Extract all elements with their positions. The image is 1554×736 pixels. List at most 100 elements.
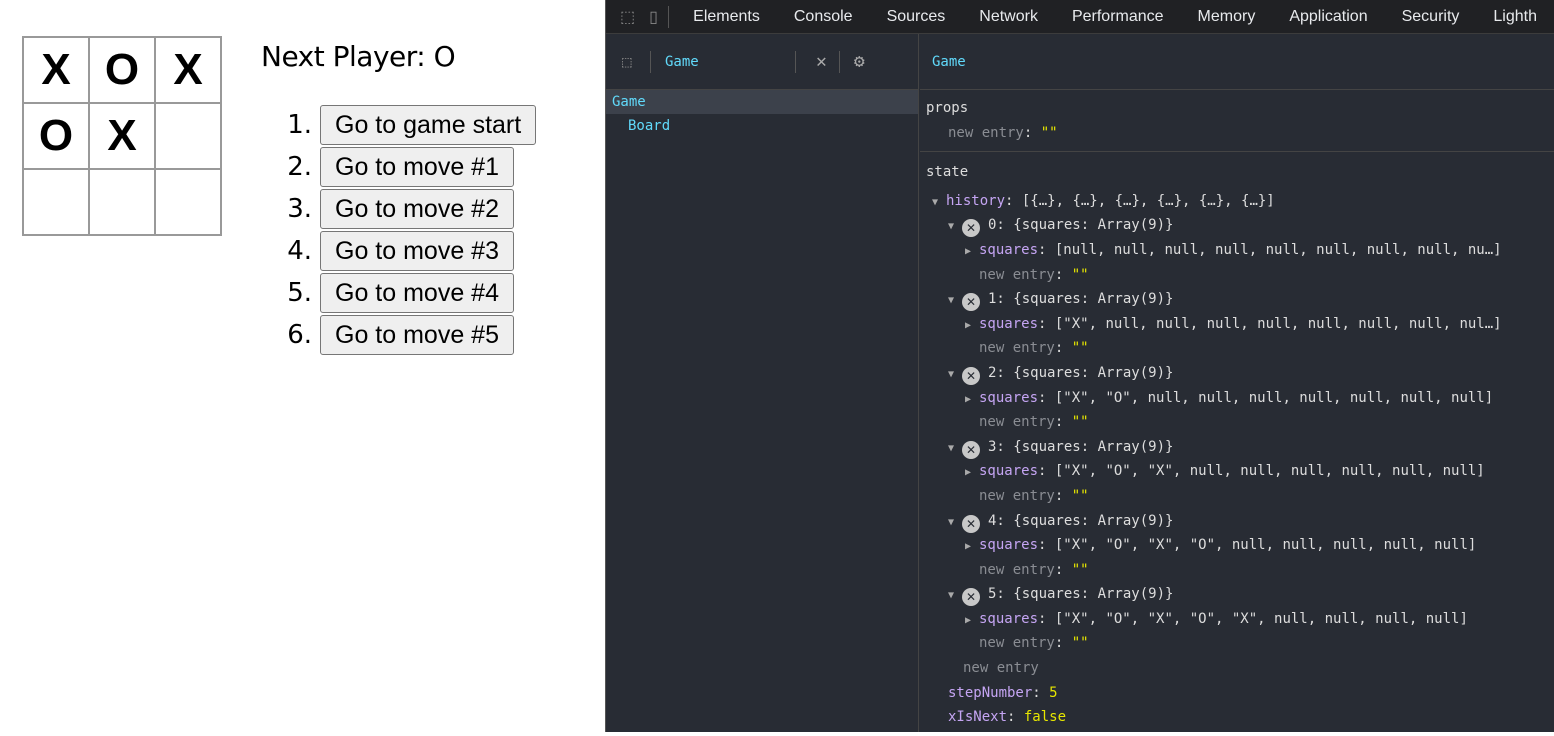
stepnumber-key[interactable]: stepNumber xyxy=(948,684,1033,701)
history-entry: ▼ ✕ 0: {squares: Array(9)} xyxy=(926,213,1548,238)
square-5[interactable] xyxy=(155,103,221,169)
new-entry-value[interactable]: "" xyxy=(1040,124,1058,141)
expand-triangle-icon[interactable]: ▶ xyxy=(965,614,972,626)
move-button[interactable]: Go to move #1 xyxy=(320,147,514,187)
new-entry-value[interactable]: "" xyxy=(1071,561,1089,578)
state-section: state ▼ history: [{…}, {…}, {…}, {…}, {…}… xyxy=(920,152,1554,736)
tab-network[interactable]: Network xyxy=(979,7,1038,25)
expand-triangle-icon[interactable]: ▼ xyxy=(948,442,955,454)
square-7[interactable] xyxy=(89,169,155,235)
move-number: 4. xyxy=(287,236,312,266)
tab-memory[interactable]: Memory xyxy=(1197,7,1256,25)
square-8[interactable] xyxy=(155,169,221,235)
divider xyxy=(838,50,840,73)
squares-value: ["X", "O", "X", "O", "X", null, null, nu… xyxy=(1054,610,1468,627)
device-toolbar-icon[interactable]: ▯ xyxy=(649,8,658,26)
move-button[interactable]: Go to move #4 xyxy=(320,273,514,313)
squares-key[interactable]: squares xyxy=(979,537,1039,554)
tab-lighth[interactable]: Lighth xyxy=(1493,7,1537,25)
squares-key[interactable]: squares xyxy=(979,389,1039,406)
new-entry-value[interactable]: "" xyxy=(1071,340,1089,357)
new-entry-key[interactable]: new entry xyxy=(979,635,1055,652)
move-button[interactable]: Go to move #2 xyxy=(320,189,514,229)
expand-triangle-icon[interactable]: ▶ xyxy=(965,319,972,331)
state-label: state xyxy=(926,164,969,181)
devtools-tabbar: ⬚ ▯ Elements Console Sources Network Perform… xyxy=(606,0,1554,34)
xisnext-key[interactable]: xIsNext xyxy=(948,709,1008,726)
tab-performance[interactable]: Performance xyxy=(1071,7,1164,25)
tab-security[interactable]: Security xyxy=(1401,7,1460,25)
squares-value: ["X", "O", null, null, null, null, null,… xyxy=(1054,389,1494,406)
square-2[interactable]: X xyxy=(155,37,221,103)
component-search-input[interactable]: Game xyxy=(665,53,699,70)
move-button[interactable]: Go to game start xyxy=(320,105,537,145)
expand-triangle-icon[interactable]: ▼ xyxy=(948,368,955,380)
xisnext-value[interactable]: false xyxy=(1023,709,1067,726)
new-entry-key[interactable]: new entry xyxy=(979,266,1055,283)
new-entry-value[interactable]: "" xyxy=(1071,266,1089,283)
square-3[interactable]: O xyxy=(23,103,89,169)
delete-entry-icon[interactable]: ✕ xyxy=(962,366,980,385)
squares-key[interactable]: squares xyxy=(979,315,1039,332)
divider xyxy=(667,5,669,28)
delete-entry-icon[interactable]: ✕ xyxy=(962,440,980,459)
square-6[interactable] xyxy=(23,169,89,235)
expand-triangle-icon[interactable]: ▶ xyxy=(965,245,972,257)
tab-application[interactable]: Application xyxy=(1289,7,1368,25)
move-item: 4. Go to move #3 xyxy=(270,230,536,272)
square-1[interactable]: O xyxy=(89,37,155,103)
history-key[interactable]: history xyxy=(946,192,1006,209)
history-entry-label[interactable]: 2: {squares: Array(9)} xyxy=(988,364,1174,381)
expand-triangle-icon[interactable]: ▼ xyxy=(948,221,955,233)
history-entry-label[interactable]: 5: {squares: Array(9)} xyxy=(988,586,1174,603)
new-entry-key[interactable]: new entry xyxy=(948,124,1024,141)
move-number: 5. xyxy=(287,278,312,308)
delete-entry-icon[interactable]: ✕ xyxy=(962,514,980,533)
new-entry-key[interactable]: new entry xyxy=(979,414,1055,431)
expand-triangle-icon[interactable]: ▼ xyxy=(948,295,955,307)
new-entry-value[interactable]: "" xyxy=(1071,414,1089,431)
props-section: props new entry: "" xyxy=(920,90,1554,153)
delete-entry-icon[interactable]: ✕ xyxy=(962,588,980,607)
tab-sources[interactable]: Sources xyxy=(886,7,946,25)
new-entry-value[interactable]: "" xyxy=(1071,487,1089,504)
expand-triangle-icon[interactable]: ▼ xyxy=(948,590,955,602)
tree-node-game[interactable]: Game xyxy=(606,90,918,114)
square-0[interactable]: X xyxy=(23,37,89,103)
tab-elements[interactable]: Elements xyxy=(693,7,760,25)
squares-key[interactable]: squares xyxy=(979,241,1039,258)
history-entry-label[interactable]: 0: {squares: Array(9)} xyxy=(988,217,1174,234)
stepnumber-value[interactable]: 5 xyxy=(1049,684,1058,701)
expand-triangle-icon[interactable]: ▶ xyxy=(965,467,972,479)
select-component-icon[interactable]: ⬚ xyxy=(622,51,632,71)
clear-search-icon[interactable]: ✕ xyxy=(816,51,827,72)
settings-gear-icon[interactable]: ⚙ xyxy=(853,51,865,72)
new-entry-key[interactable]: new entry xyxy=(979,340,1055,357)
move-button[interactable]: Go to move #5 xyxy=(320,315,514,355)
props-label: props xyxy=(926,100,969,116)
expand-triangle-icon[interactable]: ▼ xyxy=(932,196,939,208)
squares-key[interactable]: squares xyxy=(979,463,1039,480)
tree-node-board[interactable]: Board xyxy=(628,118,671,134)
squares-value: [null, null, null, null, null, null, nul… xyxy=(1054,241,1502,258)
delete-entry-icon[interactable]: ✕ xyxy=(962,293,980,312)
new-entry-value[interactable]: "" xyxy=(1071,635,1089,652)
new-entry-key[interactable]: new entry xyxy=(979,487,1055,504)
history-entry-label[interactable]: 3: {squares: Array(9)} xyxy=(988,438,1174,455)
new-entry-key[interactable]: new entry xyxy=(979,561,1055,578)
move-button[interactable]: Go to move #3 xyxy=(320,231,514,271)
component-inspector: Game props new entry: "" state ▼ history:… xyxy=(920,34,1554,732)
move-number: 2. xyxy=(287,152,312,182)
history-entry: ▼ ✕ 4: {squares: Array(9)} xyxy=(926,509,1548,534)
expand-triangle-icon[interactable]: ▶ xyxy=(965,393,972,405)
square-4[interactable]: X xyxy=(89,103,155,169)
inspect-element-icon[interactable]: ⬚ xyxy=(620,8,636,26)
history-entry-label[interactable]: 1: {squares: Array(9)} xyxy=(988,291,1174,308)
expand-triangle-icon[interactable]: ▶ xyxy=(965,541,972,553)
squares-key[interactable]: squares xyxy=(979,610,1039,627)
expand-triangle-icon[interactable]: ▼ xyxy=(948,516,955,528)
tab-console[interactable]: Console xyxy=(793,7,853,25)
new-entry-key[interactable]: new entry xyxy=(963,660,1039,677)
history-entry-label[interactable]: 4: {squares: Array(9)} xyxy=(988,512,1174,529)
delete-entry-icon[interactable]: ✕ xyxy=(962,219,980,238)
